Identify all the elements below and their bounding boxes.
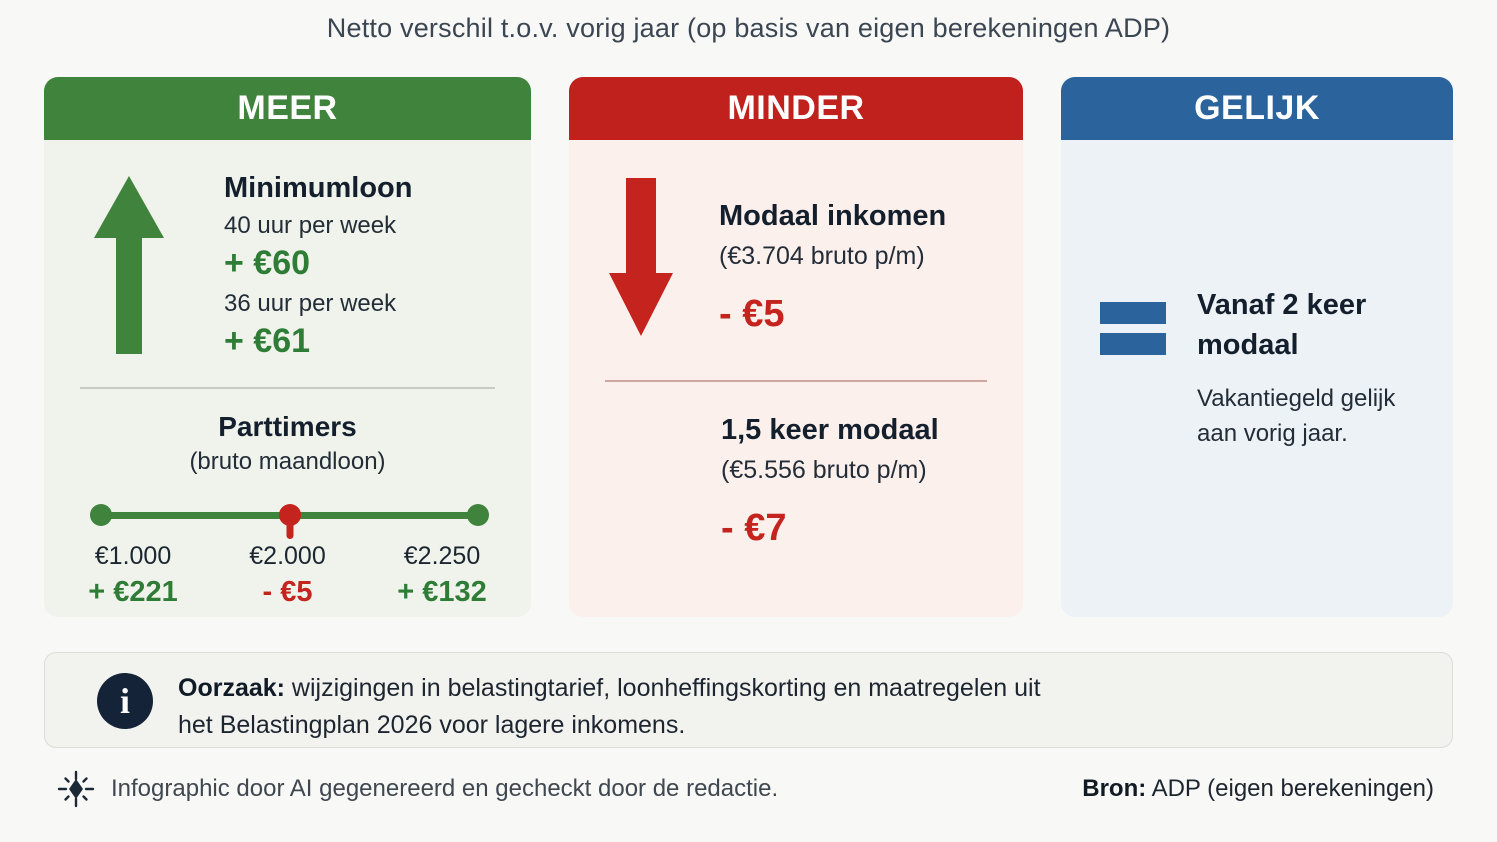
- minimumloon-texts: Minimumloon 40 uur per week + €60 36 uur…: [224, 172, 412, 361]
- modaal-title: Modaal inkomen: [719, 200, 947, 232]
- footer-source: Bron: ADP (eigen berekeningen): [1082, 775, 1434, 803]
- card-meer: MEER Minimumloon 40 uur per week + €60 3…: [44, 77, 531, 617]
- ai-note-text: Infographic door AI gegenereerd en geche…: [111, 775, 779, 802]
- equals-bar-bottom: [1100, 333, 1166, 355]
- slider-point-1: €1.000 + €221: [60, 542, 206, 609]
- minimumloon-section: Minimumloon 40 uur per week + €60 36 uur…: [44, 140, 531, 361]
- equals-icon: [1100, 302, 1166, 451]
- info-text: Oorzaak: wijzigingen in belastingtarief,…: [178, 670, 1078, 744]
- parttimers-title: Parttimers: [218, 411, 357, 442]
- gelijk-texts: Vanaf 2 keer modaal Vakantiegeld gelijk …: [1197, 285, 1412, 451]
- slider-point-3: €2.250 + €132: [369, 542, 515, 609]
- minimumloon-row1-label: 40 uur per week: [224, 212, 397, 239]
- meer-divider: [80, 387, 495, 389]
- sparkle-icon: [57, 770, 95, 808]
- source-text: ADP (eigen berekeningen): [1146, 775, 1434, 802]
- point-amount: €1.000: [94, 542, 172, 570]
- card-minder: MINDER Modaal inkomen (€3.704 bruto p/m)…: [569, 77, 1023, 617]
- anderhalf-modaal-section: 1,5 keer modaal (€5.556 bruto p/m) - €7: [569, 414, 1023, 550]
- modaal-value: - €5: [719, 293, 785, 335]
- slider-point-2: €2.000 - €5: [215, 542, 361, 609]
- slider-labels: €1.000 + €221 €2.000 - €5 €2.250 + €132: [44, 542, 531, 609]
- point-amount: €2.000: [249, 542, 326, 570]
- minimumloon-row2-value: + €61: [224, 322, 311, 360]
- minder-divider: [605, 380, 987, 382]
- point-delta: + €132: [397, 576, 487, 608]
- parttimers-subtitle: (bruto maandloon): [189, 448, 386, 475]
- anderhalf-modaal-title: 1,5 keer modaal: [721, 414, 939, 446]
- slider-dot-middle: [278, 504, 301, 526]
- gelijk-title: Vanaf 2 keer modaal: [1197, 289, 1367, 361]
- modaal-section: Modaal inkomen (€3.704 bruto p/m) - €5: [569, 140, 1023, 336]
- card-gelijk-header: GELIJK: [1061, 77, 1453, 140]
- point-amount: €2.250: [403, 542, 481, 570]
- slider-dot-left: [90, 504, 112, 526]
- info-body: wijzigingen in belastingtarief, loonheff…: [178, 674, 1041, 739]
- info-box: i Oorzaak: wijzigingen in belastingtarie…: [44, 652, 1453, 748]
- page-title: Netto verschil t.o.v. vorig jaar (op bas…: [326, 13, 1171, 43]
- parttimers-slider: [90, 504, 489, 526]
- modaal-texts: Modaal inkomen (€3.704 bruto p/m) - €5: [719, 200, 946, 336]
- slider-dot-right: [467, 504, 489, 526]
- anderhalf-modaal-subtitle: (€5.556 bruto p/m): [721, 456, 927, 484]
- point-delta: + €221: [88, 576, 178, 608]
- modaal-subtitle: (€3.704 bruto p/m): [719, 242, 925, 270]
- info-label: Oorzaak:: [178, 674, 285, 702]
- gelijk-body: Vakantiegeld gelijk aan vorig jaar.: [1197, 385, 1396, 447]
- point-delta: - €5: [262, 576, 313, 608]
- minimumloon-row1-value: + €60: [224, 244, 311, 282]
- card-minder-header: MINDER: [569, 77, 1023, 140]
- minimumloon-row2-label: 36 uur per week: [224, 290, 397, 317]
- info-icon: i: [97, 673, 153, 729]
- card-meer-header: MEER: [44, 77, 531, 140]
- equals-bar-top: [1100, 302, 1166, 324]
- minimumloon-title: Minimumloon: [224, 172, 413, 204]
- gelijk-section: Vanaf 2 keer modaal Vakantiegeld gelijk …: [1061, 140, 1453, 451]
- arrow-up-icon: [94, 176, 164, 354]
- cards-row: MEER Minimumloon 40 uur per week + €60 3…: [44, 77, 1453, 617]
- anderhalf-modaal-value: - €7: [721, 507, 787, 549]
- arrow-down-icon: [609, 178, 673, 336]
- source-label: Bron:: [1082, 775, 1147, 802]
- footer-ai-note: Infographic door AI gegenereerd en geche…: [57, 770, 778, 808]
- card-gelijk: GELIJK Vanaf 2 keer modaal Vakantiegeld …: [1061, 77, 1453, 617]
